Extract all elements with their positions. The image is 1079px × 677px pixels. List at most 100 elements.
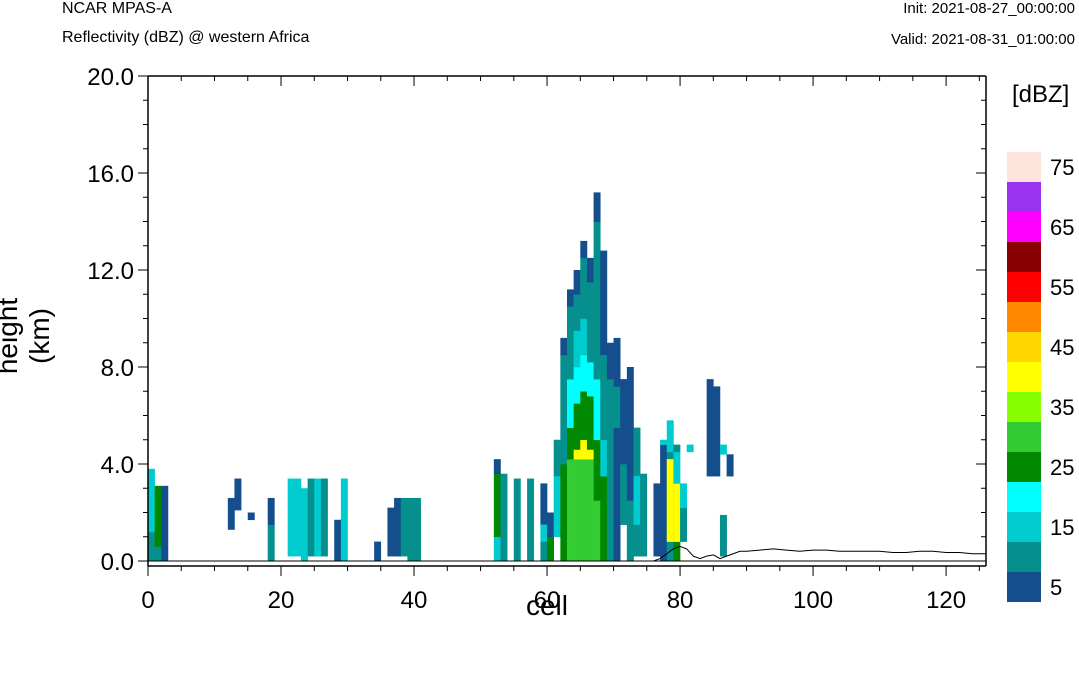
reflectivity-cell bbox=[580, 257, 588, 319]
colorbar-label: 35 bbox=[1050, 395, 1074, 420]
reflectivity-cell bbox=[267, 497, 275, 525]
reflectivity-cell bbox=[653, 483, 661, 557]
reflectivity-cell bbox=[660, 444, 668, 562]
colorbar-swatch bbox=[1007, 182, 1041, 212]
x-tick-label: 0 bbox=[141, 587, 154, 614]
colorbar-swatch bbox=[1007, 542, 1041, 572]
reflectivity-cell bbox=[560, 354, 568, 465]
reflectivity-cell bbox=[706, 379, 714, 477]
colorbar-swatch bbox=[1007, 452, 1041, 482]
colorbar-swatch bbox=[1007, 152, 1041, 182]
colorbar-label: 45 bbox=[1050, 335, 1074, 360]
reflectivity-cell bbox=[626, 367, 634, 501]
reflectivity-cell bbox=[294, 478, 302, 557]
figure-subtitle: Reflectivity (dBZ) @ western Africa bbox=[62, 29, 310, 46]
y-tick-label: 0.0 bbox=[101, 549, 134, 576]
reflectivity-cell bbox=[374, 541, 382, 562]
reflectivity-cell bbox=[540, 524, 548, 542]
reflectivity-cell bbox=[567, 379, 574, 428]
reflectivity-cell bbox=[553, 468, 561, 477]
reflectivity-cell bbox=[726, 454, 734, 477]
x-axis-label: cell bbox=[525, 590, 568, 621]
reflectivity-cell bbox=[586, 396, 594, 450]
reflectivity-cell bbox=[148, 531, 155, 562]
reflectivity-cell bbox=[580, 439, 588, 460]
reflectivity-cell bbox=[680, 507, 688, 542]
reflectivity-cell bbox=[586, 362, 594, 397]
reflectivity-cell bbox=[560, 337, 568, 356]
reflectivity-cell bbox=[300, 488, 308, 562]
reflectivity-cell bbox=[580, 391, 588, 441]
reflectivity-cell bbox=[573, 403, 581, 450]
reflectivity-cell bbox=[573, 449, 581, 460]
reflectivity-cell bbox=[400, 497, 408, 557]
colorbar-swatch bbox=[1007, 362, 1041, 392]
colorbar-swatch bbox=[1007, 512, 1041, 542]
reflectivity-cell bbox=[606, 342, 614, 380]
reflectivity-cell bbox=[593, 379, 601, 441]
reflectivity-cell bbox=[567, 306, 574, 380]
reflectivity-cell bbox=[580, 354, 588, 392]
reflectivity-cell bbox=[307, 478, 315, 557]
reflectivity-cell bbox=[573, 270, 581, 295]
reflectivity-cell bbox=[600, 439, 608, 477]
reflectivity-cell bbox=[567, 289, 574, 307]
reflectivity-cell bbox=[560, 464, 568, 562]
colorbar-swatch bbox=[1007, 302, 1041, 332]
reflectivity-cell bbox=[154, 485, 162, 547]
colorbar-units-label: [dBZ] bbox=[1012, 81, 1070, 108]
terrain-profile bbox=[653, 545, 986, 562]
reflectivity-cell bbox=[586, 449, 594, 460]
reflectivity-cell bbox=[660, 439, 668, 445]
reflectivity-cell bbox=[713, 386, 721, 477]
colorbar-swatch bbox=[1007, 392, 1041, 422]
reflectivity-cell bbox=[586, 282, 594, 363]
reflectivity-cell bbox=[613, 337, 621, 387]
reflectivity-cell bbox=[320, 478, 328, 557]
colorbar-swatch bbox=[1007, 572, 1041, 602]
reflectivity-cell bbox=[673, 444, 681, 453]
reflectivity-cell bbox=[573, 459, 581, 562]
reflectivity-cell bbox=[234, 478, 242, 511]
y-tick-label: 12.0 bbox=[87, 258, 134, 285]
colorbar-label: 15 bbox=[1050, 515, 1074, 540]
colorbar-swatch bbox=[1007, 212, 1041, 242]
reflectivity-cell bbox=[493, 536, 501, 562]
y-axis-label: height (km) bbox=[0, 297, 55, 375]
terrain-line bbox=[653, 545, 986, 562]
reflectivity-cell bbox=[573, 367, 581, 404]
x-tick-label: 20 bbox=[268, 587, 295, 614]
reflectivity-cell bbox=[547, 536, 554, 562]
reflectivity-cell bbox=[580, 240, 588, 259]
reflectivity-cell bbox=[600, 476, 608, 562]
reflectivity-cell bbox=[493, 473, 501, 538]
reflectivity-cell bbox=[573, 330, 581, 368]
reflectivity-cell bbox=[580, 459, 588, 562]
reflectivity-cell bbox=[493, 459, 501, 474]
reflectivity-cell bbox=[640, 473, 648, 557]
reflectivity-cell bbox=[547, 512, 554, 538]
reflectivity-cell bbox=[686, 444, 694, 453]
reflectivity-cell bbox=[586, 257, 594, 283]
plot-axes: 0 20 40 60 80 100 120 0.0 4.0 8.0 12.0 16.0 20.0 bbox=[87, 64, 987, 614]
reflectivity-cell bbox=[387, 507, 395, 557]
reflectivity-cell bbox=[148, 485, 155, 533]
reflectivity-cell bbox=[613, 386, 621, 428]
figure-title: NCAR MPAS-A bbox=[62, 0, 172, 17]
reflectivity-cells bbox=[148, 192, 734, 562]
reflectivity-cell bbox=[500, 473, 508, 562]
colorbar-label: 55 bbox=[1050, 275, 1074, 300]
reflectivity-cell bbox=[600, 354, 608, 441]
reflectivity-cell bbox=[666, 420, 674, 453]
reflectivity-cell bbox=[287, 478, 295, 557]
reflectivity-cell bbox=[267, 524, 275, 562]
reflectivity-cell bbox=[613, 427, 621, 562]
y-tick-label: 16.0 bbox=[87, 161, 134, 188]
reflectivity-cell bbox=[154, 546, 162, 562]
reflectivity-cell bbox=[680, 483, 688, 508]
reflectivity-cell bbox=[593, 500, 601, 562]
x-tick-label: 80 bbox=[667, 587, 694, 614]
reflectivity-cell bbox=[620, 379, 628, 465]
colorbar-label: 75 bbox=[1050, 155, 1074, 180]
